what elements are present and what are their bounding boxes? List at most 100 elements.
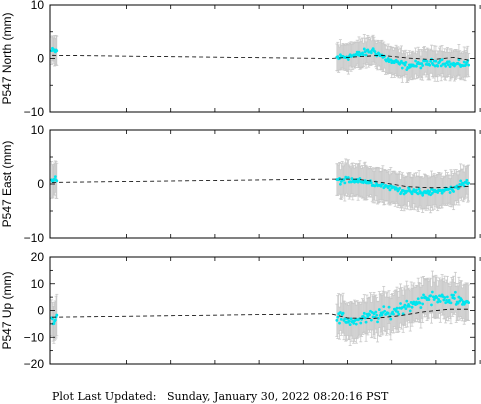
y-tick-label: −10	[24, 105, 45, 119]
data-point	[436, 191, 440, 194]
data-point	[350, 177, 354, 180]
data-point	[398, 186, 402, 190]
data-point	[380, 313, 384, 317]
data-point	[53, 318, 57, 322]
data-point	[408, 309, 412, 313]
data-point	[55, 313, 59, 317]
data-point	[346, 176, 350, 179]
data-point	[366, 48, 370, 52]
data-point	[359, 321, 363, 325]
data-point	[369, 51, 373, 55]
data-point	[445, 298, 448, 302]
data-point	[381, 182, 385, 186]
data-point	[342, 178, 346, 181]
data-point	[448, 191, 452, 194]
data-point	[448, 65, 452, 69]
y-tick-label: 0	[37, 304, 44, 318]
data-point	[369, 181, 373, 185]
data-point	[55, 49, 59, 53]
data-point	[440, 191, 444, 195]
y-tick-label: 10	[31, 123, 45, 137]
data-point	[339, 317, 343, 321]
data-point	[362, 47, 366, 51]
data-point	[449, 301, 453, 305]
data-point	[363, 316, 367, 320]
data-point	[341, 311, 345, 315]
data-point	[400, 66, 404, 70]
data-point	[420, 296, 424, 300]
data-point	[388, 188, 392, 192]
data-point	[437, 298, 440, 301]
y-tick-label: 20	[31, 250, 45, 264]
data-point	[416, 192, 420, 196]
data-point	[465, 178, 469, 182]
data-point	[467, 301, 471, 304]
data-point	[347, 319, 351, 323]
data-point	[348, 323, 352, 327]
data-point	[401, 312, 405, 316]
data-point	[462, 60, 466, 64]
data-point	[417, 187, 421, 191]
last-updated-label: Plot Last Updated:	[52, 390, 157, 403]
data-point	[421, 302, 425, 306]
data-point	[339, 53, 342, 57]
data-point	[446, 63, 450, 66]
data-points	[50, 290, 471, 327]
data-point	[373, 50, 377, 54]
data-point	[382, 305, 386, 308]
data-point	[442, 298, 446, 302]
y-axis-label: P547 Up (mm)	[0, 271, 14, 349]
data-point	[430, 191, 434, 195]
data-point	[373, 184, 377, 188]
data-point	[376, 320, 379, 324]
data-point	[375, 313, 379, 317]
data-point	[410, 305, 414, 309]
data-point	[399, 302, 402, 305]
data-point	[459, 179, 463, 183]
data-point	[354, 322, 358, 326]
data-point	[346, 58, 350, 61]
data-points	[50, 46, 471, 72]
data-point	[444, 301, 448, 305]
panel-2: −10 0 10 P547 East (mm)	[0, 123, 481, 245]
data-point	[444, 64, 448, 68]
data-point	[52, 322, 56, 326]
data-point	[369, 318, 373, 322]
data-point	[400, 59, 403, 63]
panel-3: −20 −10 0 10 20 P547 Up (mm)	[0, 250, 481, 371]
y-tick-label: 10	[31, 277, 45, 291]
data-point	[366, 315, 370, 319]
data-point	[407, 304, 411, 308]
data-point	[443, 296, 447, 299]
data-point	[418, 301, 422, 305]
data-point	[374, 310, 378, 314]
data-point	[343, 181, 347, 185]
data-point	[406, 189, 410, 193]
data-point	[436, 300, 440, 304]
data-point	[456, 301, 460, 305]
data-point	[419, 306, 423, 309]
error-bars	[50, 34, 471, 83]
data-point	[397, 312, 401, 316]
data-point	[452, 190, 455, 193]
trend-line	[52, 54, 471, 61]
data-point	[362, 311, 366, 315]
data-point	[467, 181, 471, 185]
data-point	[427, 298, 431, 301]
data-point	[364, 320, 368, 324]
data-point	[419, 66, 423, 70]
data-point	[346, 317, 349, 321]
data-point	[383, 309, 387, 313]
data-point	[377, 308, 381, 311]
data-point	[425, 60, 429, 63]
y-axis-label: P547 East (mm)	[0, 141, 14, 228]
data-point	[467, 63, 471, 67]
data-point	[440, 58, 444, 61]
data-point	[422, 293, 425, 297]
data-point	[428, 63, 432, 67]
data-point	[460, 298, 463, 302]
data-point	[453, 290, 457, 294]
y-tick-label: 0	[37, 52, 44, 66]
data-point	[396, 310, 400, 314]
data-point	[368, 313, 371, 317]
